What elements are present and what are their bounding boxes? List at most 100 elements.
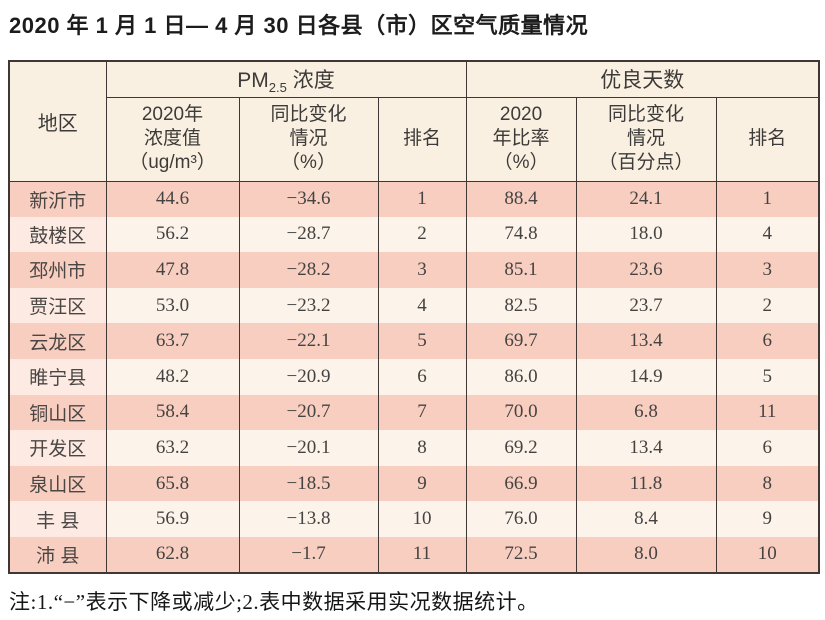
pm-rank-cell: 7: [377, 394, 467, 431]
air-quality-table: 地区 PM2.5 浓度 优良天数 2020年 浓度值 （ug/m³） 同比变化 …: [8, 60, 821, 574]
header-pm-change: 同比变化 情况 （%）: [238, 96, 379, 182]
page-title: 2020 年 1 月 1 日— 4 月 30 日各县（市）区空气质量情况: [9, 13, 589, 38]
region-cell: 贾汪区: [8, 287, 107, 324]
good-rank-cell: 6: [715, 323, 820, 359]
table-row: 邳州市 47.8 −28.2 3 85.1 23.6 3: [8, 252, 820, 288]
table-row: 泉山区 65.8 −18.5 9 66.9 11.8 8: [8, 465, 820, 502]
good-rank-cell: 2: [715, 287, 820, 324]
region-cell: 睢宁县: [8, 358, 107, 395]
pm-change-cell: −13.8: [238, 501, 379, 537]
header-group-pm25: PM2.5 浓度: [105, 60, 467, 98]
pm25-label-subscript: 2.5: [268, 79, 287, 95]
pm-change-cell: −23.2: [238, 287, 379, 324]
pm-rank-cell: 3: [377, 252, 467, 288]
region-cell: 开发区: [8, 430, 107, 466]
pm-value-cell: 65.8: [105, 465, 240, 502]
header-region: 地区: [8, 60, 107, 182]
pm-rank-cell: 11: [377, 536, 467, 573]
pm-value-cell: 63.2: [105, 430, 240, 466]
region-cell: 丰 县: [8, 501, 107, 537]
good-rate-cell: 86.0: [465, 358, 577, 395]
region-cell: 鼓楼区: [8, 216, 107, 253]
header-group-good-days: 优良天数: [465, 60, 820, 98]
pm-change-cell: −20.9: [238, 358, 379, 395]
header-good-rank: 排名: [715, 96, 820, 182]
good-rank-cell: 8: [715, 465, 820, 502]
header-good-rate: 2020 年比率 （%）: [465, 96, 577, 182]
good-rank-cell: 6: [715, 430, 820, 466]
footnote: 注:1.“−”表示下降或减少;2.表中数据采用实况数据统计。: [9, 590, 539, 614]
region-cell: 泉山区: [8, 465, 107, 502]
good-change-cell: 23.6: [575, 252, 717, 288]
pm-value-cell: 62.8: [105, 536, 240, 573]
good-change-cell: 13.4: [575, 323, 717, 359]
good-rate-cell: 85.1: [465, 252, 577, 288]
pm-value-cell: 56.2: [105, 216, 240, 253]
pm-value-cell: 53.0: [105, 287, 240, 324]
good-change-cell: 18.0: [575, 216, 717, 253]
pm25-label-prefix: PM: [237, 68, 269, 92]
table-row: 丰 县 56.9 −13.8 10 76.0 8.4 9: [8, 501, 820, 537]
pm-rank-cell: 1: [377, 181, 467, 217]
good-rank-cell: 3: [715, 252, 820, 288]
table-row: 沛 县 62.8 −1.7 11 72.5 8.0 10: [8, 536, 820, 573]
pm-change-cell: −28.7: [238, 216, 379, 253]
pm-change-cell: −28.2: [238, 252, 379, 288]
pm-value-cell: 48.2: [105, 358, 240, 395]
pm-change-cell: −1.7: [238, 536, 379, 573]
good-change-cell: 13.4: [575, 430, 717, 466]
region-cell: 沛 县: [8, 536, 107, 573]
table-row: 铜山区 58.4 −20.7 7 70.0 6.8 11: [8, 394, 820, 431]
pm-rank-cell: 10: [377, 501, 467, 537]
good-rate-cell: 82.5: [465, 287, 577, 324]
table-row: 睢宁县 48.2 −20.9 6 86.0 14.9 5: [8, 358, 820, 395]
pm-change-cell: −18.5: [238, 465, 379, 502]
region-cell: 新沂市: [8, 181, 107, 217]
good-change-cell: 11.8: [575, 465, 717, 502]
good-rate-cell: 76.0: [465, 501, 577, 537]
good-change-cell: 8.0: [575, 536, 717, 573]
table-row: 开发区 63.2 −20.1 8 69.2 13.4 6: [8, 430, 820, 466]
table-row: 云龙区 63.7 −22.1 5 69.7 13.4 6: [8, 323, 820, 359]
good-rate-cell: 66.9: [465, 465, 577, 502]
good-rank-cell: 5: [715, 358, 820, 395]
region-cell: 云龙区: [8, 323, 107, 359]
pm-change-cell: −20.1: [238, 430, 379, 466]
pm-value-cell: 44.6: [105, 181, 240, 217]
good-rate-cell: 69.2: [465, 430, 577, 466]
pm25-label-suffix: 浓度: [286, 68, 335, 92]
good-rate-cell: 74.8: [465, 216, 577, 253]
good-rate-cell: 72.5: [465, 536, 577, 573]
good-rank-cell: 11: [715, 394, 820, 431]
good-rate-cell: 88.4: [465, 181, 577, 217]
region-cell: 邳州市: [8, 252, 107, 288]
header-sub-row: 2020年 浓度值 （ug/m³） 同比变化 情况 （%） 排名 2020 年比…: [9, 96, 820, 182]
pm-rank-cell: 6: [377, 358, 467, 395]
header-group-row: 地区 PM2.5 浓度 优良天数: [8, 60, 820, 182]
good-change-cell: 24.1: [575, 181, 717, 217]
pm-rank-cell: 5: [377, 323, 467, 359]
pm-value-cell: 47.8: [105, 252, 240, 288]
pm-value-cell: 58.4: [105, 394, 240, 431]
good-rank-cell: 1: [715, 181, 820, 217]
good-change-cell: 23.7: [575, 287, 717, 324]
pm-rank-cell: 8: [377, 430, 467, 466]
header-good-change: 同比变化 情况 （百分点）: [575, 96, 717, 182]
pm-value-cell: 63.7: [105, 323, 240, 359]
pm-change-cell: −22.1: [238, 323, 379, 359]
table-row: 贾汪区 53.0 −23.2 4 82.5 23.7 2: [8, 287, 820, 324]
pm-rank-cell: 4: [377, 287, 467, 324]
table-row: 鼓楼区 56.2 −28.7 2 74.8 18.0 4: [8, 216, 820, 253]
region-cell: 铜山区: [8, 394, 107, 431]
good-rate-cell: 70.0: [465, 394, 577, 431]
good-rank-cell: 4: [715, 216, 820, 253]
pm-rank-cell: 2: [377, 216, 467, 253]
table-body: 新沂市 44.6 −34.6 1 88.4 24.1 1 鼓楼区 56.2 −2…: [8, 181, 820, 573]
pm-rank-cell: 9: [377, 465, 467, 502]
pm-change-cell: −20.7: [238, 394, 379, 431]
header-pm-value: 2020年 浓度值 （ug/m³）: [105, 96, 240, 182]
pm-value-cell: 56.9: [105, 501, 240, 537]
pm-change-cell: −34.6: [238, 181, 379, 217]
good-rate-cell: 69.7: [465, 323, 577, 359]
